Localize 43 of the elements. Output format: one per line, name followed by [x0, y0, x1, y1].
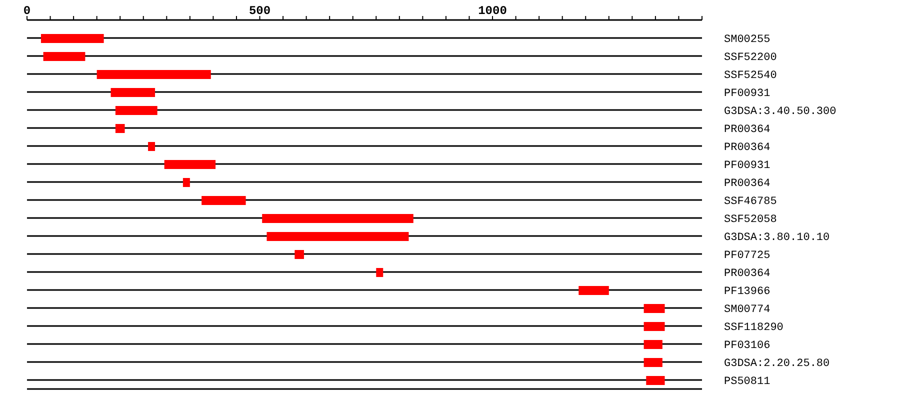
bar — [40, 34, 104, 43]
bar — [644, 322, 665, 331]
bar — [148, 142, 156, 151]
y-tick-label: SSF52200 — [724, 52, 777, 64]
bar — [266, 232, 409, 241]
y-tick-label: PR00364 — [724, 124, 771, 136]
bar — [578, 286, 609, 295]
bar — [115, 106, 158, 115]
bar — [376, 268, 384, 277]
x-tick-label: 1000 — [478, 4, 507, 18]
y-tick-label: SM00255 — [724, 34, 770, 46]
y-tick-label: SSF118290 — [724, 322, 784, 334]
bar — [262, 214, 414, 223]
y-tick-label: PR00364 — [724, 268, 771, 280]
bar — [110, 88, 156, 97]
y-tick-label: PS50811 — [724, 376, 771, 388]
y-tick-label: G3DSA:3.40.50.300 — [724, 106, 836, 118]
y-tick-label: SSF46785 — [724, 196, 777, 208]
x-tick-label: 0 — [23, 4, 31, 18]
y-tick-label: PF03106 — [724, 340, 770, 352]
y-tick-label: SM00774 — [724, 304, 771, 316]
y-tick-label: PR00364 — [724, 178, 771, 190]
bar — [164, 160, 216, 169]
bar — [646, 376, 665, 385]
y-tick-label: PF13966 — [724, 286, 770, 298]
y-tick-label: PF00931 — [724, 160, 771, 172]
bar — [115, 124, 125, 133]
y-tick-label: PR00364 — [724, 142, 771, 154]
y-tick-label: SSF52058 — [724, 214, 777, 226]
bar — [96, 70, 211, 79]
bar — [644, 340, 662, 349]
y-tick-label: SSF52540 — [724, 70, 777, 82]
y-tick-label: PF07725 — [724, 250, 770, 262]
x-tick-label: 500 — [248, 4, 271, 18]
bar — [43, 52, 86, 61]
y-tick-label: PF00931 — [724, 88, 771, 100]
y-tick-label: G3DSA:3.80.10.10 — [724, 232, 830, 244]
bar — [644, 358, 662, 367]
bar — [294, 250, 304, 259]
bar — [644, 304, 665, 313]
y-tick-label: G3DSA:2.20.25.80 — [724, 358, 830, 370]
bar — [182, 178, 190, 187]
bar — [202, 196, 246, 205]
